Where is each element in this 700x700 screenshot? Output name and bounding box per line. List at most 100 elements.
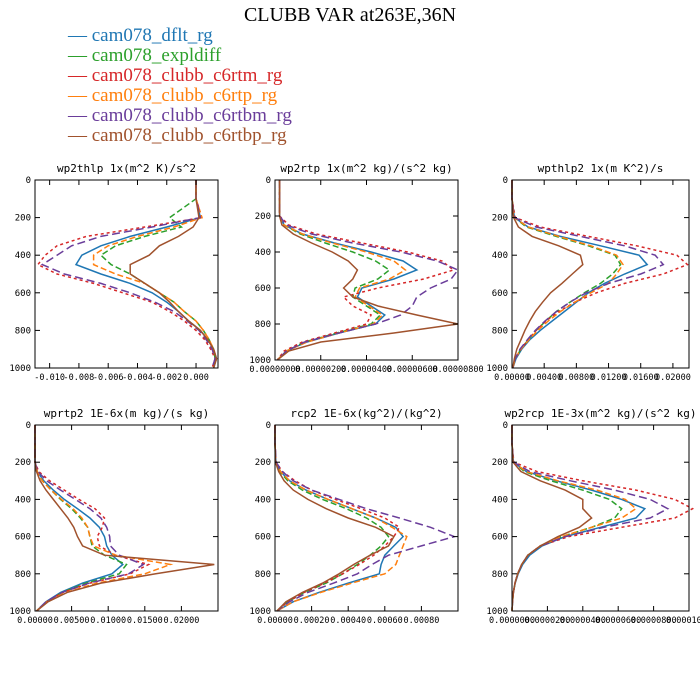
y-tick-label: 1000 [486, 607, 508, 617]
y-tick-label: 0 [266, 421, 271, 431]
y-tick-label: 200 [15, 458, 31, 468]
series-line-5 [40, 180, 216, 369]
series-line-5 [34, 425, 145, 612]
y-tick-label: 800 [255, 320, 271, 330]
x-tick-label: 0.01000 [90, 616, 126, 626]
series-line-3 [34, 425, 151, 612]
y-tick-label: 400 [15, 251, 31, 261]
y-tick-label: 200 [15, 214, 31, 224]
series-line-2 [511, 180, 622, 369]
x-tick-label: 0.02000 [163, 616, 199, 626]
x-tick-label: 0.00000 [494, 373, 530, 383]
y-tick-label: 400 [492, 495, 508, 505]
subplot-title: wpthlp2 1x(m K^2)/s [538, 162, 664, 175]
y-tick-label: 1000 [9, 364, 31, 374]
subplot-4: wprtp2 1E-6x(m kg)/(s kg) 0 200 400 600 800 10… [9, 407, 219, 626]
subplot-2: wp2rtp 1x(m^2 kg)/(s^2 kg) 0 200 400 600 800 1… [249, 162, 483, 375]
y-tick-label: 800 [492, 326, 508, 336]
series-line-3 [274, 425, 401, 612]
y-tick-label: 200 [255, 212, 271, 222]
x-tick-label: 0.00000400 [341, 365, 392, 375]
y-tick-label: 600 [255, 284, 271, 294]
y-tick-label: 600 [492, 533, 508, 543]
series-line-6 [34, 425, 215, 612]
series-line-5 [511, 180, 665, 369]
series-line-6 [511, 180, 584, 369]
x-tick-label: 0.00000600 [387, 365, 438, 375]
y-tick-label: 800 [255, 570, 271, 580]
x-tick-label: 0.0000600 [595, 616, 641, 626]
legend-entry: — cam078_clubb_c6rtbm_rg [68, 105, 292, 126]
y-tick-label: 400 [255, 248, 271, 258]
plot-frame [274, 424, 459, 612]
legend-entry: — cam078_dflt_rg [68, 25, 213, 46]
y-tick-label: 0 [26, 421, 31, 431]
subplot-title: wp2thlp 1x(m^2 K)/s^2 [57, 162, 196, 175]
series-line-3 [36, 180, 216, 369]
series-line-6 [129, 180, 218, 369]
x-tick-label: 0.0000800 [631, 616, 677, 626]
legend: — cam078_dflt_rg — cam078_expldiff — cam… [68, 26, 292, 146]
y-tick-label: 400 [255, 495, 271, 505]
x-tick-label: 0.00000800 [432, 365, 483, 375]
series-line-3 [511, 180, 689, 369]
x-tick-label: 0.01600 [623, 373, 659, 383]
y-tick-label: 1000 [249, 356, 271, 366]
y-tick-label: 400 [15, 495, 31, 505]
series-line-1 [511, 180, 649, 369]
x-tick-label: 0.00800 [558, 373, 594, 383]
x-tick-label: 0.00080 [403, 616, 439, 626]
series-line-2 [511, 425, 623, 612]
series-line-6 [276, 180, 459, 361]
y-tick-label: 600 [15, 289, 31, 299]
y-tick-label: 1000 [9, 607, 31, 617]
x-tick-label: 0.02000 [655, 373, 691, 383]
y-tick-label: 600 [492, 289, 508, 299]
x-tick-label: -0.004 [122, 373, 153, 383]
series-line-6 [511, 425, 593, 612]
x-tick-label: 0.00020 [294, 616, 330, 626]
plot-frame [34, 179, 219, 369]
x-tick-label: -0.002 [151, 373, 182, 383]
subplot-title: rcp2 1E-6x(kg^2)/(kg^2) [290, 407, 442, 420]
y-tick-label: 0 [503, 421, 508, 431]
series-line-3 [511, 425, 695, 612]
series-line-1 [511, 425, 647, 612]
series-line-5 [274, 425, 457, 612]
y-tick-label: 1000 [486, 364, 508, 374]
x-tick-label: 0.0000400 [560, 616, 606, 626]
series-line-4 [511, 180, 624, 369]
subplot-title: wprtp2 1E-6x(m kg)/(s kg) [44, 407, 210, 420]
plot-frame [511, 179, 690, 369]
subplot-1: wp2thlp 1x(m^2 K)/s^202004006008001000-0… [9, 162, 219, 383]
legend-entry: — cam078_expldiff [68, 45, 222, 66]
subplot-5: rcp2 1E-6x(kg^2)/(kg^2) 0 200 400 600 800 1000… [249, 407, 459, 626]
legend-entry: — cam078_clubb_c6rtp_rg [68, 85, 278, 106]
series-line-1 [274, 425, 405, 612]
series-line-4 [511, 425, 638, 612]
subplot-6: wp2rcp 1E-3x(m^2 kg)/(s^2 kg)0 200 400 600 8… [486, 407, 700, 626]
x-tick-label: 0.0001000 [666, 616, 700, 626]
x-tick-label: -0.008 [64, 373, 95, 383]
series-line-1 [74, 180, 218, 369]
y-tick-label: 0 [503, 176, 508, 186]
figure-title: CLUBB VAR at263E,36N [243, 4, 457, 26]
subplot-3: wpthlp2 1x(m K^2)/s020040060080010000.00… [486, 162, 691, 383]
series-line-2 [99, 180, 216, 369]
x-tick-label: 0.0000000 [489, 616, 535, 626]
y-tick-label: 200 [492, 214, 508, 224]
y-tick-label: 200 [492, 458, 508, 468]
y-tick-label: 0 [26, 176, 31, 186]
x-tick-label: -0.006 [93, 373, 124, 383]
x-tick-label: 0.00060 [367, 616, 403, 626]
x-tick-label: 0.00000 [257, 616, 293, 626]
x-tick-label: 0.01200 [591, 373, 627, 383]
x-tick-label: 0.00000000 [249, 365, 300, 375]
legend-entry: — cam078_clubb_c6rtm_rg [68, 65, 283, 86]
y-tick-label: 800 [15, 570, 31, 580]
subplot-title: wp2rtp 1x(m^2 kg)/(s^2 kg) [280, 162, 452, 175]
x-tick-label: 0.000 [183, 373, 209, 383]
series-line-2 [274, 425, 390, 612]
